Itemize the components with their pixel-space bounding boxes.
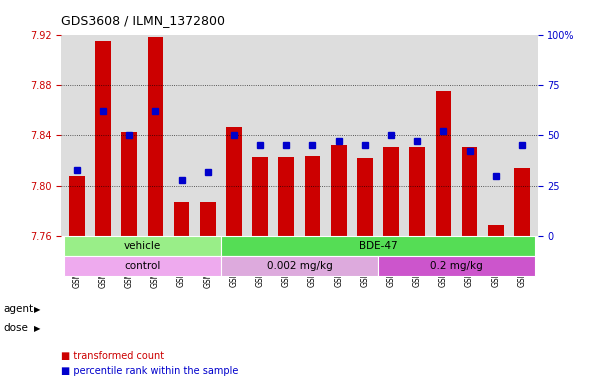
Bar xyxy=(409,147,425,236)
Bar xyxy=(383,147,399,236)
Bar xyxy=(174,202,189,236)
Bar xyxy=(462,147,477,236)
Bar xyxy=(122,132,137,236)
Bar xyxy=(64,257,221,276)
Text: 0.002 mg/kg: 0.002 mg/kg xyxy=(266,262,332,271)
Bar xyxy=(69,175,85,236)
Text: BDE-47: BDE-47 xyxy=(359,241,397,251)
Text: ■ transformed count: ■ transformed count xyxy=(61,351,164,361)
Bar xyxy=(252,157,268,236)
Text: GDS3608 / ILMN_1372800: GDS3608 / ILMN_1372800 xyxy=(61,14,225,27)
Bar xyxy=(95,41,111,236)
Text: control: control xyxy=(124,262,161,271)
Text: ▶: ▶ xyxy=(34,324,41,333)
Text: agent: agent xyxy=(3,304,33,314)
Text: dose: dose xyxy=(3,323,28,333)
Bar xyxy=(488,225,503,236)
Bar xyxy=(221,236,535,257)
Bar xyxy=(305,156,320,236)
Bar xyxy=(378,257,535,276)
Bar xyxy=(200,202,216,236)
Text: ▶: ▶ xyxy=(34,305,41,314)
Bar xyxy=(147,37,163,236)
Text: 0.2 mg/kg: 0.2 mg/kg xyxy=(430,262,483,271)
Text: ■ percentile rank within the sample: ■ percentile rank within the sample xyxy=(61,366,238,376)
Text: vehicle: vehicle xyxy=(123,241,161,251)
Bar xyxy=(436,91,452,236)
Bar xyxy=(226,127,242,236)
Bar xyxy=(64,236,221,257)
Bar xyxy=(357,158,373,236)
Bar xyxy=(331,146,346,236)
Bar xyxy=(221,257,378,276)
Bar xyxy=(279,157,294,236)
Bar xyxy=(514,168,530,236)
